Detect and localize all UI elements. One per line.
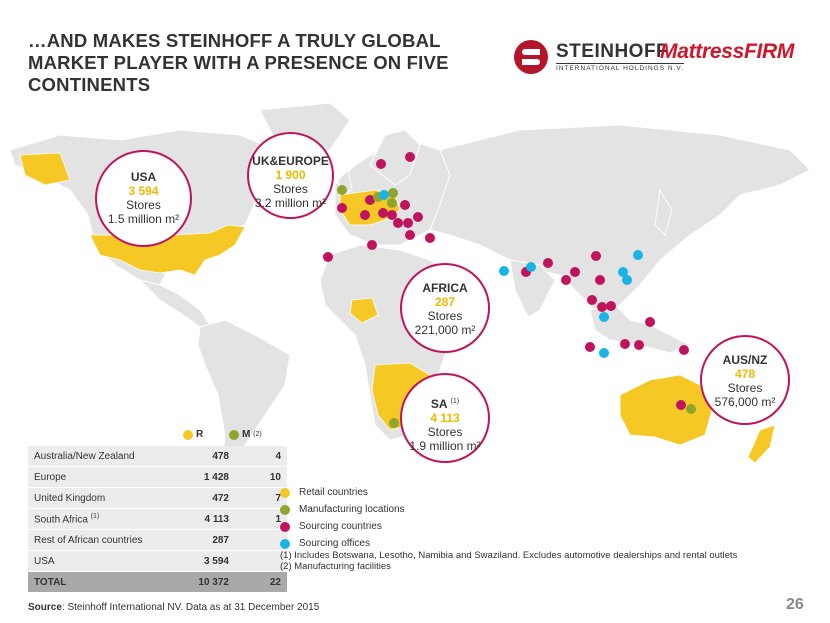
row-label: USA xyxy=(28,550,183,572)
legend-item-sourcing: Sourcing countries xyxy=(280,518,405,535)
table-row: South Africa (1) 4 113 1 xyxy=(28,508,287,530)
row-r: 4 113 xyxy=(183,508,235,530)
aus-nz-name: AUS/NZ xyxy=(722,353,768,367)
stores-table: Australia/New Zealand 478 4 Europe 1 428… xyxy=(28,446,287,593)
row-m: 10 xyxy=(235,466,287,488)
header-m-note: (2) xyxy=(253,431,262,438)
row-r: 3 594 xyxy=(183,550,235,572)
sourcing-dot-icon xyxy=(280,521,290,532)
footnote-2: (2) Manufacturing facilities xyxy=(280,561,391,572)
footnotes: (1) Includes Botswana, Lesotho, Namibia … xyxy=(280,550,737,572)
source-label: Source xyxy=(28,602,62,613)
table-row: United Kingdom 472 7 xyxy=(28,487,287,509)
page-number: 26 xyxy=(786,596,804,613)
row-label: Rest of African countries xyxy=(28,529,183,551)
legend-sourcing-offices-label: Sourcing offices xyxy=(299,538,370,549)
usa-area: 1.5 million m² xyxy=(107,212,180,226)
sa-bubble: SA (1) 4 113 Stores 1.9 million m² xyxy=(400,373,490,463)
table-header-retail: R xyxy=(183,429,203,440)
row-r: 1 428 xyxy=(183,466,235,488)
africa-count: 287 xyxy=(434,295,456,309)
table-total-row: TOTAL 10 372 22 xyxy=(28,571,287,593)
uk-europe-area: 3.2 million m² xyxy=(254,196,327,210)
aus-nz-stores-label: Stores xyxy=(727,381,763,395)
steinhoff-logo: STEINHOFF INTERNATIONAL HOLDINGS N.V. xyxy=(514,40,684,74)
row-m: 1 xyxy=(235,508,287,530)
legend-item-sourcing-offices: Sourcing offices xyxy=(280,535,405,552)
uk-europe-count: 1 900 xyxy=(275,168,306,182)
africa-area: 221,000 m² xyxy=(414,323,476,337)
aus-nz-count: 478 xyxy=(734,367,756,381)
legend-retail-label: Retail countries xyxy=(299,487,368,498)
sa-stores-label: Stores xyxy=(427,425,463,439)
table-row: Australia/New Zealand 478 4 xyxy=(28,446,287,467)
row-label: United Kingdom xyxy=(28,487,183,509)
row-r: 472 xyxy=(183,487,235,509)
header-m: M xyxy=(242,429,251,440)
row-r: 287 xyxy=(183,529,235,551)
header-r: R xyxy=(196,429,204,440)
table-row: Rest of African countries 287 xyxy=(28,529,287,551)
row-m: 4 xyxy=(235,446,287,467)
africa-stores-label: Stores xyxy=(427,309,463,323)
steinhoff-mark-icon xyxy=(514,40,548,74)
footnote-1: (1) Includes Botswana, Lesotho, Namibia … xyxy=(280,550,738,561)
table-row: USA 3 594 xyxy=(28,550,287,572)
retail-dot-icon xyxy=(183,429,193,440)
row-label: Europe xyxy=(28,466,183,488)
row-m xyxy=(235,550,287,572)
africa-name: AFRICA xyxy=(422,281,468,295)
map-legend: Retail countries Manufacturing locations… xyxy=(280,484,405,552)
steinhoff-name: STEINHOFF xyxy=(556,41,669,62)
usa-bubble: USA 3 594 Stores 1.5 million m² xyxy=(95,150,192,247)
row-label-cell: South Africa (1) xyxy=(28,508,183,530)
uk-europe-name: UK&EUROPE xyxy=(252,154,329,168)
uk-europe-stores-label: Stores xyxy=(273,182,308,196)
mattress-firm-logo: MattressFIRM xyxy=(660,40,795,63)
total-m: 22 xyxy=(235,571,287,593)
row-label: Australia/New Zealand xyxy=(28,446,183,467)
table-row: Europe 1 428 10 xyxy=(28,466,287,488)
row-m: 7 xyxy=(235,487,287,509)
world-map xyxy=(9,102,811,471)
aus-nz-area: 576,000 m² xyxy=(714,395,776,409)
retail-dot-icon xyxy=(280,487,290,498)
usa-stores-label: Stores xyxy=(126,198,161,212)
manufacturing-dot-icon xyxy=(229,429,239,440)
row-note: (1) xyxy=(90,512,100,520)
usa-name: USA xyxy=(130,170,157,184)
legend-sourcing-label: Sourcing countries xyxy=(299,521,382,532)
manufacturing-dot-icon xyxy=(280,504,290,515)
aus-nz-bubble: AUS/NZ 478 Stores 576,000 m² xyxy=(700,335,790,425)
uk-europe-bubble: UK&EUROPE 1 900 Stores 3.2 million m² xyxy=(247,132,334,219)
usa-count: 3 594 xyxy=(128,184,159,198)
source-text: : Steinhoff International NV. Data as at… xyxy=(61,602,320,613)
sourcing-office-dot-icon xyxy=(280,538,290,549)
location-markers xyxy=(323,152,696,428)
row-label: South Africa xyxy=(34,514,88,526)
africa-bubble: AFRICA 287 Stores 221,000 m² xyxy=(400,263,490,353)
row-m xyxy=(235,529,287,551)
row-r: 478 xyxy=(183,446,235,467)
legend-item-retail: Retail countries xyxy=(280,484,405,501)
sa-count: 4 113 xyxy=(430,411,460,425)
legend-manufacturing-label: Manufacturing locations xyxy=(299,504,405,515)
steinhoff-subtitle: INTERNATIONAL HOLDINGS N.V. xyxy=(556,63,684,72)
sa-area: 1.9 million m² xyxy=(409,439,481,453)
sa-note: (1) xyxy=(450,398,460,405)
total-label: TOTAL xyxy=(28,571,183,593)
total-r: 10 372 xyxy=(183,571,235,593)
legend-item-manufacturing: Manufacturing locations xyxy=(280,501,405,518)
sa-name: SA xyxy=(430,397,448,411)
table-header-manufacturing: M (2) xyxy=(229,429,262,440)
page-title: …AND MAKES STEINHOFF A TRULY GLOBAL MARK… xyxy=(28,30,449,95)
source-line: Source: Steinhoff International NV. Data… xyxy=(28,602,319,613)
